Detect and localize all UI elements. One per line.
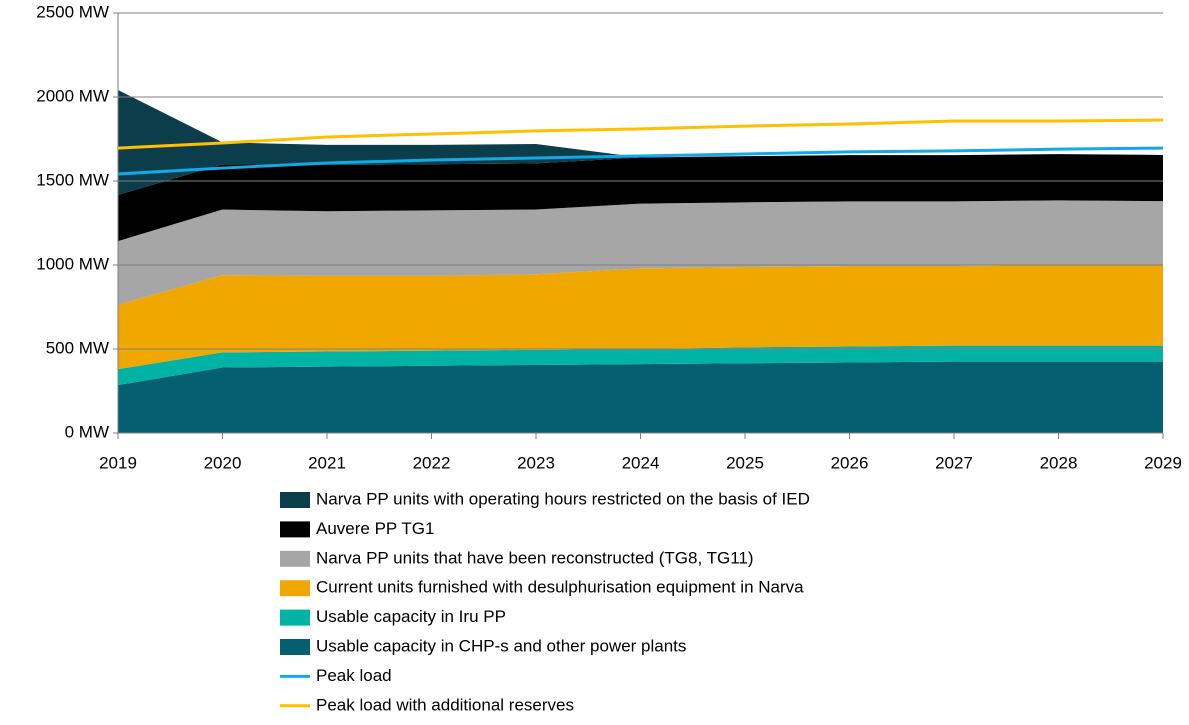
legend-label: Peak load <box>316 666 392 685</box>
legend-swatch <box>280 639 310 655</box>
area <box>118 200 1163 305</box>
x-tick-label: 2024 <box>622 453 660 472</box>
x-tick-label: 2027 <box>935 453 973 472</box>
legend-label: Peak load with additional reserves <box>316 695 574 714</box>
legend-swatch <box>280 550 310 567</box>
x-tick-label: 2025 <box>726 453 764 472</box>
x-tick-label: 2020 <box>204 453 242 472</box>
x-tick-label: 2022 <box>413 453 451 472</box>
x-tick-label: 2029 <box>1144 453 1182 472</box>
legend-label: Usable capacity in Iru PP <box>316 607 506 626</box>
y-tick-label: 2500 MW <box>36 2 109 21</box>
x-tick-label: 2026 <box>831 453 869 472</box>
legend-label: Narva PP units that have been reconstruc… <box>316 548 754 567</box>
y-tick-label: 1000 MW <box>36 254 109 273</box>
line <box>117 146 1164 176</box>
x-tick-label: 2019 <box>99 453 137 472</box>
legend-swatch <box>280 580 310 597</box>
x-tick-label: 2028 <box>1040 453 1078 472</box>
area <box>118 361 1163 433</box>
x-tick-label: 2023 <box>517 453 555 472</box>
legend-swatch <box>280 492 310 508</box>
area <box>118 154 1163 242</box>
line <box>117 118 1164 150</box>
y-tick-label: 500 MW <box>46 338 109 357</box>
area <box>118 345 1163 386</box>
legend-label: Narva PP units with operating hours rest… <box>316 489 810 508</box>
x-tick-label: 2021 <box>308 453 346 472</box>
y-tick-label: 1500 MW <box>36 170 109 189</box>
legend-swatch <box>280 521 310 538</box>
area <box>118 265 1163 370</box>
legend-swatch <box>280 609 310 626</box>
legend-label: Auvere PP TG1 <box>316 519 434 538</box>
y-tick-label: 2000 MW <box>36 86 109 105</box>
y-tick-label: 0 MW <box>65 422 109 441</box>
legend-label: Usable capacity in CHP-s and other power… <box>316 636 686 655</box>
legend-label: Current units furnished with desulphuris… <box>316 578 804 597</box>
